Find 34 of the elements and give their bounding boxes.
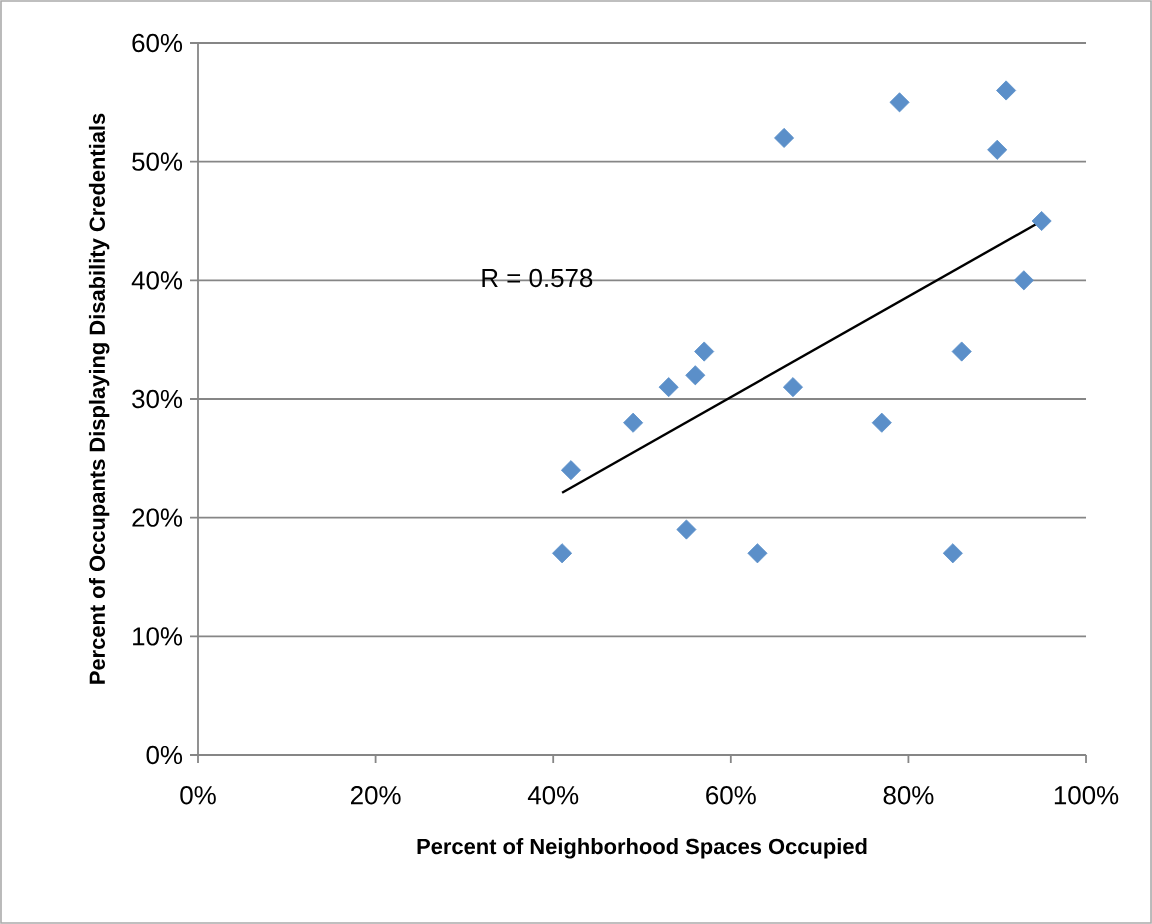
x-tick-label: 60% (706, 786, 756, 805)
y-tick-label: 60% (132, 33, 183, 53)
point (889, 92, 910, 113)
point (987, 139, 1008, 160)
x-tick-label: 40% (527, 786, 579, 805)
point (774, 127, 795, 148)
point (623, 412, 644, 433)
x-axis-title: Percent of Neighborhood Spaces Occupied (417, 838, 867, 859)
point (782, 377, 803, 398)
y-tick-label: 40% (131, 271, 183, 290)
point (871, 412, 892, 433)
point (1013, 270, 1034, 291)
point (1031, 210, 1052, 232)
x-tick-label: 20% (350, 786, 401, 805)
y-tick-label: 20% (132, 508, 183, 527)
annotation: R = 0.578 (482, 268, 593, 288)
y-axis-title: Percent of Occupants Displaying Disability Credentials (88, 113, 110, 684)
point (951, 341, 972, 362)
x-tick-label: 0% (180, 786, 216, 805)
point (996, 80, 1017, 101)
point (694, 341, 715, 362)
point (685, 365, 706, 386)
y-tick-label: 50% (132, 152, 183, 171)
point (676, 519, 697, 540)
x-tick-label: 80% (883, 786, 934, 805)
y-tick-label: 0% (146, 745, 183, 765)
point (658, 377, 679, 398)
y-tick-label: 30% (132, 389, 183, 409)
point (747, 543, 768, 564)
x-tick-label: 100% (1054, 786, 1119, 805)
point (560, 460, 581, 481)
point (552, 543, 573, 564)
point (942, 543, 963, 564)
y-tick-label: 10% (133, 627, 183, 646)
